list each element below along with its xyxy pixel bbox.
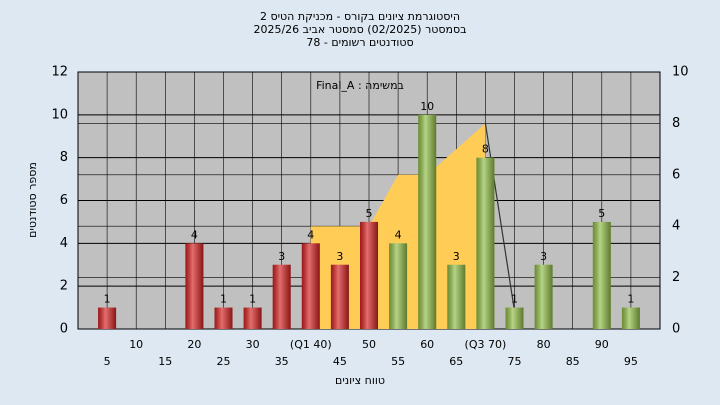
line <box>484 123 516 312</box>
data-label: 1 <box>104 293 111 306</box>
x-tick-label: 95 <box>624 355 638 368</box>
y-tick-label: 4 <box>60 236 68 251</box>
chart-title: היסטוגרמת ציונים בקורס - מכניקת הטיס 2 <box>260 10 460 23</box>
data-label: 4 <box>191 228 198 241</box>
x-tick-label: (Q3 70) <box>465 338 507 351</box>
y2-tick-label: 10 <box>672 65 689 80</box>
bar-shade <box>389 243 408 329</box>
y-axis-label: מספר סטודנטים <box>26 162 39 238</box>
data-label: 1 <box>627 293 634 306</box>
bar-shade <box>98 307 117 329</box>
bar-shade <box>505 307 524 329</box>
data-label: 3 <box>540 250 547 263</box>
x-tick-label: 75 <box>508 355 522 368</box>
x-tick-label: 80 <box>537 338 551 351</box>
x-tick-label: 25 <box>217 355 231 368</box>
bar-shade <box>534 264 553 329</box>
bar-shade <box>360 221 378 329</box>
data-label: 4 <box>395 228 402 241</box>
data-label: 3 <box>278 250 285 263</box>
y-tick-label: 10 <box>51 107 68 122</box>
x-tick-label: 50 <box>362 338 376 351</box>
y-tick-label: 0 <box>60 322 68 337</box>
chart-title: בסמסטר (02/2025) סמסטר אביב 2025/26 <box>253 23 466 36</box>
x-axis-label: טווח ציונים <box>335 374 385 387</box>
y-tick-label: 6 <box>60 193 68 208</box>
x-tick-label: 15 <box>158 355 172 368</box>
area <box>310 123 486 330</box>
data-label: 3 <box>336 250 343 263</box>
data-label: 1 <box>511 293 518 306</box>
data-label: 4 <box>307 228 314 241</box>
bar-shade <box>330 264 349 329</box>
y2-tick-label: 4 <box>672 219 680 234</box>
y2-tick-label: 2 <box>672 270 680 285</box>
data-label: 1 <box>220 293 227 306</box>
data-label: 5 <box>366 207 373 220</box>
x-tick-label: 30 <box>246 338 260 351</box>
annotation: במשימה : Final_A <box>316 79 404 92</box>
bar-shade <box>214 307 233 329</box>
y2-tick-label: 6 <box>672 167 680 182</box>
bar-shade <box>185 243 204 329</box>
bar-shade <box>476 157 495 329</box>
x-tick-label: 5 <box>104 355 111 368</box>
y-tick-label: 8 <box>60 150 68 165</box>
bar-shade <box>418 114 437 329</box>
x-tick-label: 10 <box>129 338 143 351</box>
x-tick-label: 35 <box>275 355 289 368</box>
y2-tick-label: 8 <box>672 116 680 131</box>
x-tick-label: 20 <box>187 338 201 351</box>
data-label: 5 <box>598 207 605 220</box>
x-tick-label: 90 <box>595 338 609 351</box>
chart-title: סטודנטים רשומים - 78 <box>306 36 413 49</box>
x-tick-label: (Q1 40) <box>290 338 332 351</box>
bar-shade <box>272 264 291 329</box>
y-tick-label: 12 <box>51 65 68 80</box>
y2-tick-label: 0 <box>672 322 680 337</box>
x-tick-label: 55 <box>391 355 405 368</box>
y-tick-label: 2 <box>60 279 68 294</box>
bar-shade <box>447 264 466 329</box>
x-tick-label: 85 <box>566 355 580 368</box>
x-tick-label: 65 <box>449 355 463 368</box>
data-label: 10 <box>420 100 434 113</box>
x-tick-label: 45 <box>333 355 347 368</box>
bar-shade <box>243 307 262 329</box>
data-label: 8 <box>482 143 489 156</box>
bar-shade <box>301 243 320 329</box>
data-label: 1 <box>249 293 256 306</box>
x-tick-label: 60 <box>420 338 434 351</box>
data-label: 3 <box>453 250 460 263</box>
bar-shade <box>592 221 611 329</box>
bar-shade <box>621 307 640 329</box>
